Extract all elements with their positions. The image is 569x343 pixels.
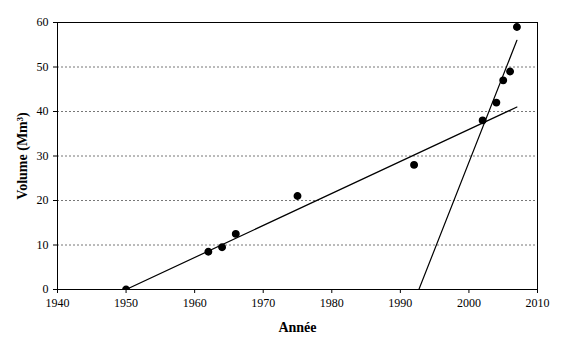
svg-text:0: 0 bbox=[43, 282, 49, 296]
svg-text:1990: 1990 bbox=[388, 296, 412, 310]
svg-text:1970: 1970 bbox=[251, 296, 275, 310]
svg-text:10: 10 bbox=[37, 238, 49, 252]
svg-text:Volume (Mm³): Volume (Mm³) bbox=[15, 112, 31, 200]
svg-text:60: 60 bbox=[37, 15, 49, 29]
svg-text:30: 30 bbox=[37, 149, 49, 163]
svg-text:1980: 1980 bbox=[320, 296, 344, 310]
svg-text:2010: 2010 bbox=[526, 296, 550, 310]
svg-text:40: 40 bbox=[37, 104, 49, 118]
svg-text:50: 50 bbox=[37, 60, 49, 74]
svg-text:2000: 2000 bbox=[457, 296, 481, 310]
svg-text:Année: Année bbox=[278, 320, 316, 335]
svg-text:1940: 1940 bbox=[46, 296, 70, 310]
svg-text:1950: 1950 bbox=[114, 296, 138, 310]
svg-text:1960: 1960 bbox=[183, 296, 207, 310]
svg-text:20: 20 bbox=[37, 193, 49, 207]
